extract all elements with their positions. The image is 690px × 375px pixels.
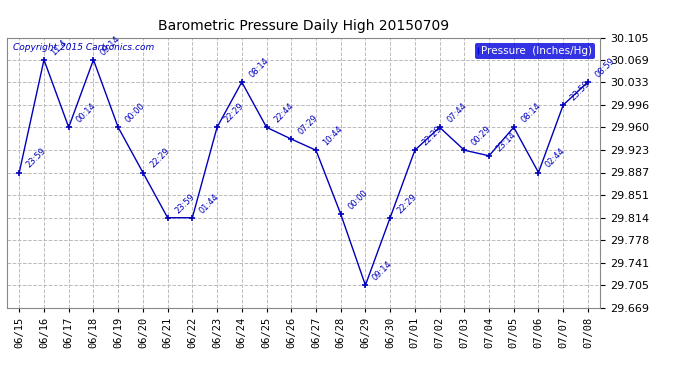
Text: 00:29: 00:29 xyxy=(470,124,493,147)
Text: 02:44: 02:44 xyxy=(544,147,567,170)
Text: 23:59: 23:59 xyxy=(569,79,592,102)
Legend: Pressure  (Inches/Hg): Pressure (Inches/Hg) xyxy=(475,43,595,59)
Text: 09:14: 09:14 xyxy=(99,34,122,57)
Text: 23:59: 23:59 xyxy=(25,147,48,170)
Text: Copyright 2015 Cartronics.com: Copyright 2015 Cartronics.com xyxy=(13,43,154,52)
Text: 01:44: 01:44 xyxy=(198,192,221,215)
Text: 00:00: 00:00 xyxy=(346,188,369,211)
Text: 23:14: 23:14 xyxy=(495,130,518,153)
Text: 22:44: 22:44 xyxy=(272,101,295,124)
Text: 22:29: 22:29 xyxy=(148,147,172,170)
Text: 10:44: 10:44 xyxy=(322,124,345,147)
Text: 09:14: 09:14 xyxy=(371,259,394,282)
Text: 08:14: 08:14 xyxy=(520,101,542,124)
Text: 22:29: 22:29 xyxy=(395,192,419,215)
Text: 07:29: 07:29 xyxy=(297,113,320,136)
Text: 08:14: 08:14 xyxy=(247,56,270,79)
Text: 00:14: 00:14 xyxy=(75,101,97,124)
Text: 11:4: 11:4 xyxy=(50,38,69,57)
Text: 08:59: 08:59 xyxy=(593,56,617,79)
Text: 23:59: 23:59 xyxy=(173,192,197,215)
Text: 22:29: 22:29 xyxy=(420,124,444,147)
Text: 22:29: 22:29 xyxy=(223,101,246,124)
Text: Barometric Pressure Daily High 20150709: Barometric Pressure Daily High 20150709 xyxy=(158,19,449,33)
Text: 00:00: 00:00 xyxy=(124,101,147,124)
Text: 07:44: 07:44 xyxy=(445,101,469,124)
